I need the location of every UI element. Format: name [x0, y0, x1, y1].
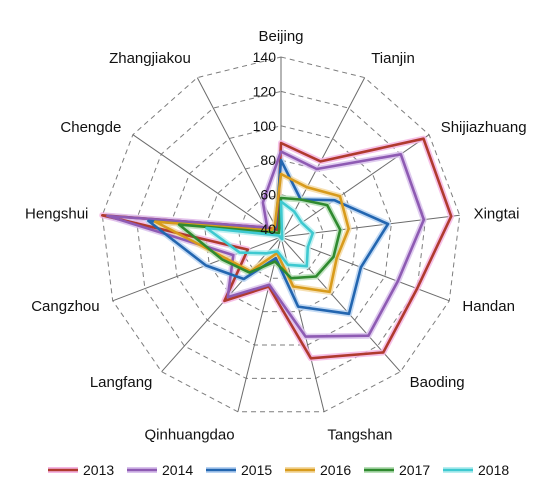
- category-label-hengshui: Hengshui: [25, 206, 88, 223]
- tick-label-80: 80: [260, 152, 276, 168]
- category-label-beijing: Beijing: [258, 28, 303, 45]
- legend-label-2018: 2018: [478, 462, 509, 478]
- category-label-tianjin: Tianjin: [371, 50, 415, 67]
- spoke-2: [280, 134, 430, 238]
- series-line-2017: [177, 196, 342, 280]
- category-label-xingtai: Xingtai: [474, 206, 520, 223]
- category-label-chengde: Chengde: [60, 119, 121, 136]
- series-lines: [99, 135, 455, 362]
- category-labels: Beijing Tianjin Shijiazhuang Xingtai Handan B…: [25, 28, 527, 443]
- category-label-zhangjiakou: Zhangjiakou: [109, 50, 191, 67]
- series-line-2016: [153, 172, 351, 294]
- grid-ring-60: [238, 194, 324, 279]
- legend-label-2013: 2013: [83, 462, 114, 478]
- legend-label-2014: 2014: [162, 462, 193, 478]
- tick-label-100: 100: [253, 118, 277, 134]
- series-line-2014: [106, 150, 426, 338]
- tick-label-60: 60: [260, 187, 276, 203]
- legend-label-2015: 2015: [241, 462, 272, 478]
- tick-label-40: 40: [260, 221, 276, 237]
- category-label-tangshan: Tangshan: [327, 426, 392, 443]
- tick-labels: 40 60 80 100 120 140: [253, 49, 277, 237]
- grid-ring-140: [101, 56, 461, 413]
- spoke-5: [280, 236, 401, 373]
- series-line-2018: [205, 200, 315, 268]
- category-label-baoding: Baoding: [410, 374, 465, 391]
- tick-label-140: 140: [253, 49, 277, 65]
- grid-ring-120: [135, 90, 427, 379]
- tick-label-120: 120: [253, 83, 277, 99]
- spoke-11: [132, 134, 282, 238]
- category-label-handan: Handan: [462, 298, 515, 315]
- grid-ring-100: [170, 125, 392, 346]
- legend: 2013 2014 2015 2016 2017 2018: [48, 462, 509, 478]
- spoke-7: [237, 236, 282, 412]
- category-label-langfang: Langfang: [90, 374, 153, 391]
- category-label-shijiazhuang: Shijiazhuang: [441, 119, 527, 136]
- spoke-9: [112, 236, 282, 302]
- spoke-8: [161, 236, 282, 373]
- category-label-qinhuangdao: Qinhuangdao: [145, 426, 235, 443]
- category-label-cangzhou: Cangzhou: [31, 298, 99, 315]
- legend-label-2016: 2016: [320, 462, 351, 478]
- legend-label-2017: 2017: [399, 462, 430, 478]
